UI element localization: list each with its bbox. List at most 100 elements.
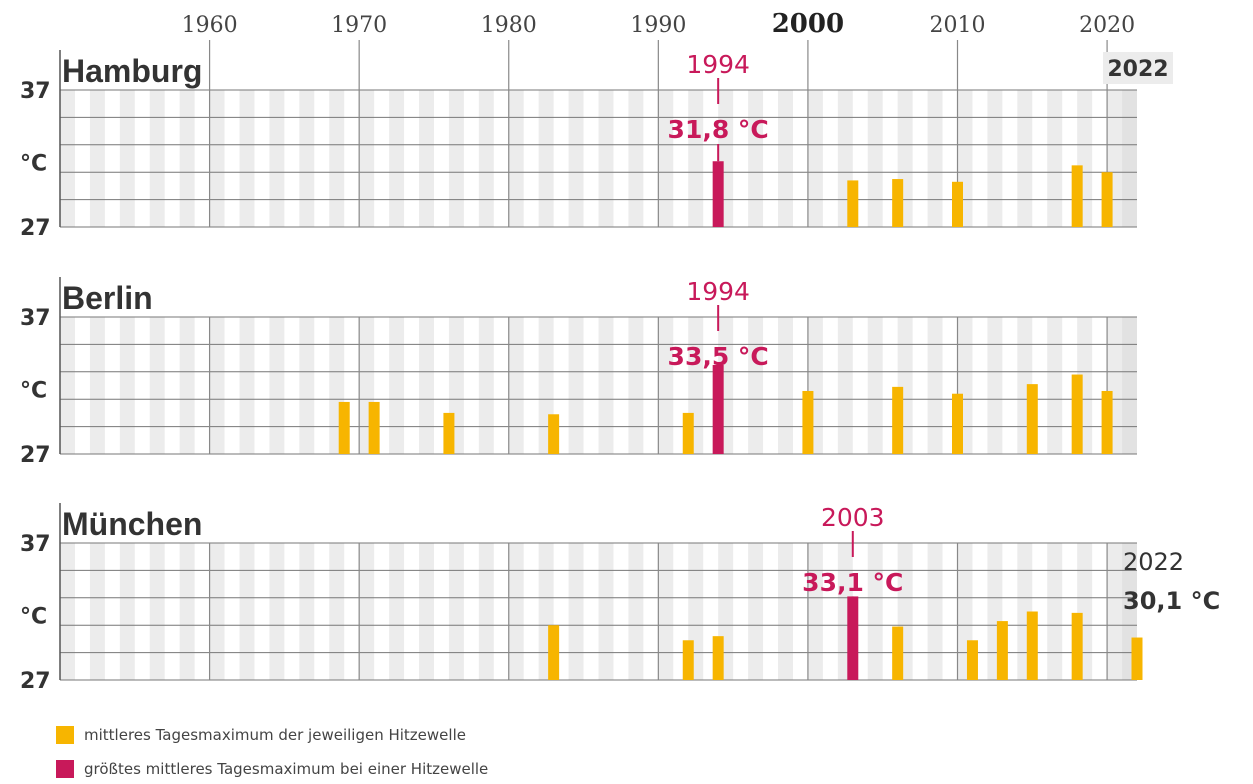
bar-hamburg-2020 bbox=[1101, 172, 1113, 227]
year-stripe bbox=[628, 543, 644, 680]
year-stripe bbox=[209, 317, 225, 454]
current-year-band bbox=[1122, 317, 1137, 454]
decade-tick-label-1960: 1960 bbox=[182, 13, 238, 38]
legend-label-max: größtes mittleres Tagesmaximum bei einer… bbox=[84, 760, 489, 778]
year-stripe bbox=[598, 317, 614, 454]
year-stripe bbox=[419, 543, 434, 680]
bar-berlin-2010 bbox=[952, 393, 963, 454]
year-stripe bbox=[149, 90, 165, 227]
year-stripe bbox=[807, 90, 823, 227]
legend-swatch-max bbox=[56, 760, 74, 778]
highlight-year: 1994 bbox=[686, 50, 750, 79]
legend-swatch-normal bbox=[56, 726, 74, 744]
year-stripe bbox=[179, 317, 195, 454]
highlight-value: 33,1 °C bbox=[802, 568, 903, 597]
y-tick-bottom: 27 bbox=[20, 216, 51, 241]
year-stripe bbox=[807, 543, 823, 680]
year-stripe bbox=[89, 317, 105, 454]
year-stripe bbox=[179, 543, 195, 680]
year-stripe bbox=[867, 543, 883, 680]
year-stripe bbox=[748, 317, 764, 454]
bar-münchen-2011 bbox=[966, 640, 978, 680]
year-stripe bbox=[389, 543, 405, 680]
bar-berlin-2018 bbox=[1071, 374, 1083, 454]
panel-title-berlin: Berlin bbox=[62, 280, 153, 316]
bar-hamburg-2010 bbox=[952, 181, 963, 227]
year-stripe bbox=[209, 90, 225, 227]
year-stripe bbox=[658, 543, 674, 680]
year-stripe bbox=[119, 543, 135, 680]
end-label-bg bbox=[1103, 52, 1173, 84]
year-stripe bbox=[389, 90, 405, 227]
panel-münchen bbox=[59, 503, 1143, 681]
year-stripe bbox=[329, 90, 345, 227]
year-stripe bbox=[269, 317, 285, 454]
year-stripe bbox=[658, 317, 674, 454]
year-stripe bbox=[478, 90, 494, 227]
year-stripe bbox=[359, 543, 375, 680]
bar-hamburg-2018 bbox=[1071, 165, 1083, 227]
year-stripe bbox=[927, 543, 943, 680]
decade-tick-label-1980: 1980 bbox=[481, 13, 537, 38]
year-stripe bbox=[60, 90, 75, 227]
year-stripe bbox=[299, 90, 315, 227]
panel-berlin bbox=[59, 277, 1137, 455]
year-stripe bbox=[508, 317, 524, 454]
y-tick-top: 37 bbox=[20, 306, 51, 331]
y-tick-bottom: 27 bbox=[20, 443, 51, 468]
bar-münchen-2018 bbox=[1071, 612, 1083, 680]
end-label-year: 2022 bbox=[1123, 548, 1184, 576]
year-stripe bbox=[149, 317, 165, 454]
bar-berlin-1976 bbox=[443, 412, 455, 454]
y-unit-label: °C bbox=[20, 152, 47, 177]
bar-berlin-1994 bbox=[712, 364, 724, 454]
panel-title-münchen: München bbox=[62, 506, 202, 542]
year-stripe bbox=[419, 90, 434, 227]
year-stripe bbox=[1047, 543, 1063, 680]
year-stripe bbox=[1107, 543, 1123, 680]
decade-tick-label-2010: 2010 bbox=[930, 13, 986, 38]
end-label-year: 2022 bbox=[1107, 57, 1168, 82]
year-stripe bbox=[538, 90, 554, 227]
decade-tick-label-2000: 2000 bbox=[772, 9, 844, 39]
year-stripe bbox=[598, 543, 614, 680]
year-stripe bbox=[478, 543, 494, 680]
year-stripe bbox=[867, 90, 883, 227]
bar-münchen-2013 bbox=[996, 621, 1008, 680]
bar-münchen-2022 bbox=[1131, 637, 1143, 680]
year-stripe bbox=[927, 90, 943, 227]
legend-item-normal: mittleres Tagesmaximum der jeweiligen Hi… bbox=[56, 726, 466, 744]
year-stripe bbox=[778, 90, 793, 227]
bar-münchen-2006 bbox=[892, 626, 904, 680]
bar-berlin-2015 bbox=[1026, 384, 1038, 454]
year-stripe bbox=[179, 90, 195, 227]
year-stripe bbox=[419, 317, 434, 454]
bar-berlin-2006 bbox=[892, 386, 904, 454]
year-stripe bbox=[508, 90, 524, 227]
decade-tick-label-1970: 1970 bbox=[331, 13, 387, 38]
decade-tick-label-1990: 1990 bbox=[630, 13, 686, 38]
bar-münchen-1994 bbox=[712, 636, 724, 680]
bar-berlin-1992 bbox=[682, 412, 694, 454]
year-stripe bbox=[299, 543, 315, 680]
year-stripe bbox=[778, 317, 793, 454]
bar-münchen-1983 bbox=[548, 625, 560, 680]
bar-berlin-2020 bbox=[1101, 390, 1113, 454]
year-stripe bbox=[89, 543, 105, 680]
year-stripe bbox=[269, 90, 285, 227]
year-stripe bbox=[568, 543, 584, 680]
highlight-value: 33,5 °C bbox=[668, 342, 769, 371]
year-stripe bbox=[1047, 317, 1063, 454]
year-stripe bbox=[119, 90, 135, 227]
year-stripe bbox=[209, 543, 225, 680]
y-tick-top: 37 bbox=[20, 79, 51, 104]
year-stripe bbox=[568, 90, 584, 227]
panel-hamburg bbox=[59, 40, 1173, 228]
year-stripe bbox=[658, 90, 674, 227]
year-stripe bbox=[508, 543, 524, 680]
year-stripe bbox=[119, 317, 135, 454]
year-stripe bbox=[748, 90, 764, 227]
highlight-year: 1994 bbox=[686, 277, 750, 306]
year-stripe bbox=[628, 317, 644, 454]
